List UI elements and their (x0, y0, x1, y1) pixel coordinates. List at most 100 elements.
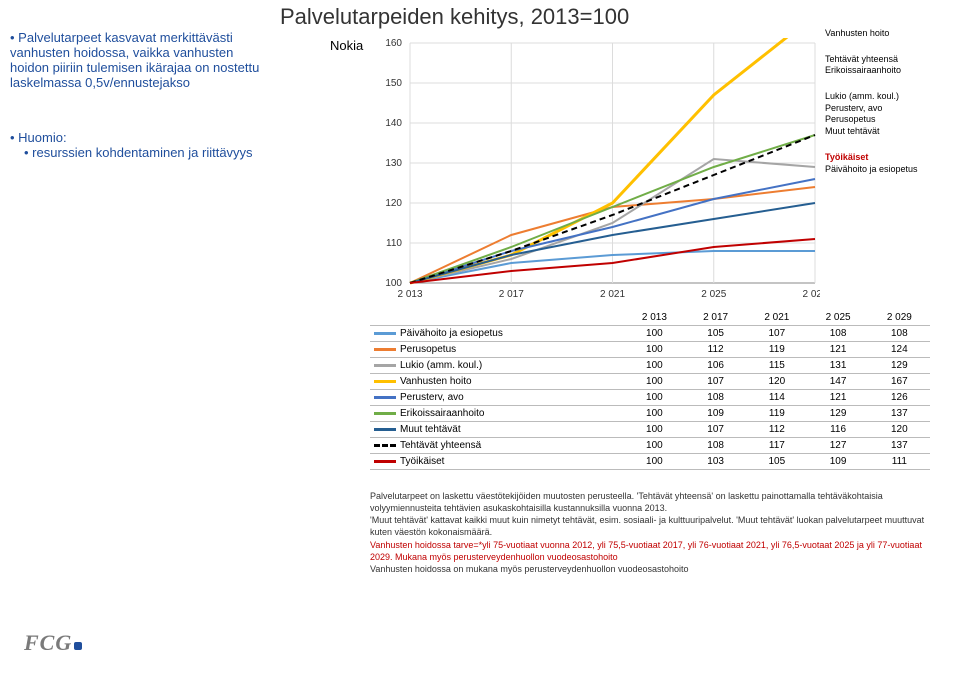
svg-text:130: 130 (385, 158, 402, 169)
table-cell: 100 (624, 422, 685, 438)
table-row: Perusopetus100112119121124 (370, 342, 930, 358)
svg-text:2 017: 2 017 (499, 289, 524, 300)
huomio-label: Huomio: (18, 130, 66, 145)
huomio-sublist: resurssien kohdentaminen ja riittävyys (10, 145, 270, 160)
table-cell: 117 (746, 438, 807, 454)
legend-item: Perusterv, avo (825, 103, 918, 115)
table-cell: 129 (869, 358, 930, 374)
table-label-cell: Tehtävät yhteensä (370, 438, 624, 454)
table-cell: 115 (746, 358, 807, 374)
table-cell: 108 (685, 390, 746, 406)
svg-text:120: 120 (385, 198, 402, 209)
legend-item: Erikoissairaanhoito (825, 65, 918, 77)
line-chart: 1001101201301401501602 0132 0172 0212 02… (370, 38, 820, 308)
table-cell: 111 (869, 454, 930, 470)
footnote-line: Palvelutarpeet on laskettu väestötekijöi… (370, 490, 930, 514)
table-row: Perusterv, avo100108114121126 (370, 390, 930, 406)
table-cell: 105 (746, 454, 807, 470)
bullet-item: Palvelutarpeet kasvavat merkittävästi va… (10, 30, 270, 90)
table-cell: 105 (685, 326, 746, 342)
table-cell: 100 (624, 438, 685, 454)
table-row: Lukio (amm. koul.)100106115131129 (370, 358, 930, 374)
series-swatch-icon (374, 444, 396, 447)
table-cell: 124 (869, 342, 930, 358)
table-header-cell: 2 013 (624, 310, 685, 326)
table-cell: 129 (807, 406, 868, 422)
footnote-line-red: Vanhusten hoidossa tarve=*yli 75-vuotiaa… (370, 539, 930, 563)
table-row: Päivähoito ja esiopetus100105107108108 (370, 326, 930, 342)
table-cell: 107 (746, 326, 807, 342)
table-cell: 127 (807, 438, 868, 454)
table-label-cell: Päivähoito ja esiopetus (370, 326, 624, 342)
table-cell: 112 (685, 342, 746, 358)
table-row: Vanhusten hoito100107120147167 (370, 374, 930, 390)
bullet-item: Huomio: resurssien kohdentaminen ja riit… (10, 130, 270, 160)
table-cell: 100 (624, 342, 685, 358)
svg-text:2 025: 2 025 (701, 289, 726, 300)
table-cell: 131 (807, 358, 868, 374)
table-cell: 119 (746, 342, 807, 358)
table-cell: 167 (869, 374, 930, 390)
legend-item: Muut tehtävät (825, 126, 918, 138)
svg-text:150: 150 (385, 78, 402, 89)
series-swatch-icon (374, 396, 396, 399)
svg-text:110: 110 (386, 238, 402, 249)
table-cell: 107 (685, 374, 746, 390)
series-swatch-icon (374, 380, 396, 383)
logo-text: FCG (24, 630, 72, 655)
table-cell: 121 (807, 390, 868, 406)
table-cell: 108 (869, 326, 930, 342)
table-cell: 108 (807, 326, 868, 342)
table-row: Muut tehtävät100107112116120 (370, 422, 930, 438)
legend-item: Päivähoito ja esiopetus (825, 164, 918, 176)
table-cell: 108 (685, 438, 746, 454)
legend-item: Työikäiset (825, 152, 918, 164)
series-swatch-icon (374, 364, 396, 367)
table-cell: 116 (807, 422, 868, 438)
table-header-cell: 2 029 (869, 310, 930, 326)
table-cell: 107 (685, 422, 746, 438)
table-header-cell: 2 025 (807, 310, 868, 326)
table-label-cell: Erikoissairaanhoito (370, 406, 624, 422)
series-swatch-icon (374, 348, 396, 351)
table-header-cell: 2 017 (685, 310, 746, 326)
svg-text:2 013: 2 013 (397, 289, 422, 300)
table-label-cell: Työikäiset (370, 454, 624, 470)
table-cell: 126 (869, 390, 930, 406)
table-cell: 121 (807, 342, 868, 358)
legend-right: Vanhusten hoitoTehtävät yhteensäErikoiss… (825, 28, 918, 175)
table-cell: 100 (624, 358, 685, 374)
table-cell: 137 (869, 406, 930, 422)
svg-text:2 021: 2 021 (600, 289, 625, 300)
table-header-cell (370, 310, 624, 326)
data-table: 2 0132 0172 0212 0252 029Päivähoito ja e… (370, 310, 930, 470)
table-label-cell: Muut tehtävät (370, 422, 624, 438)
table-cell: 100 (624, 326, 685, 342)
bullet-list: Palvelutarpeet kasvavat merkittävästi va… (10, 30, 270, 90)
table-row: Tehtävät yhteensä100108117127137 (370, 438, 930, 454)
table-cell: 100 (624, 406, 685, 422)
table-label-cell: Perusopetus (370, 342, 624, 358)
table-header-cell: 2 021 (746, 310, 807, 326)
table-cell: 106 (685, 358, 746, 374)
bullet-text: Palvelutarpeet kasvavat merkittävästi va… (10, 30, 259, 90)
table-label-cell: Vanhusten hoito (370, 374, 624, 390)
chart-title: Palvelutarpeiden kehitys, 2013=100 (280, 4, 629, 30)
series-swatch-icon (374, 412, 396, 415)
table-cell: 109 (807, 454, 868, 470)
table-cell: 120 (869, 422, 930, 438)
fcg-logo: FCG (24, 630, 82, 656)
svg-text:2 029: 2 029 (802, 289, 820, 300)
legend-item: Tehtävät yhteensä (825, 54, 918, 66)
huomio-list: Huomio: resurssien kohdentaminen ja riit… (10, 130, 270, 160)
svg-text:160: 160 (385, 38, 402, 49)
footnotes: Palvelutarpeet on laskettu väestötekijöi… (370, 490, 930, 575)
table-cell: 114 (746, 390, 807, 406)
table-cell: 103 (685, 454, 746, 470)
series-swatch-icon (374, 332, 396, 335)
series-swatch-icon (374, 428, 396, 431)
table-cell: 119 (746, 406, 807, 422)
svg-text:140: 140 (385, 118, 402, 129)
table-label-cell: Lukio (amm. koul.) (370, 358, 624, 374)
table-cell: 109 (685, 406, 746, 422)
